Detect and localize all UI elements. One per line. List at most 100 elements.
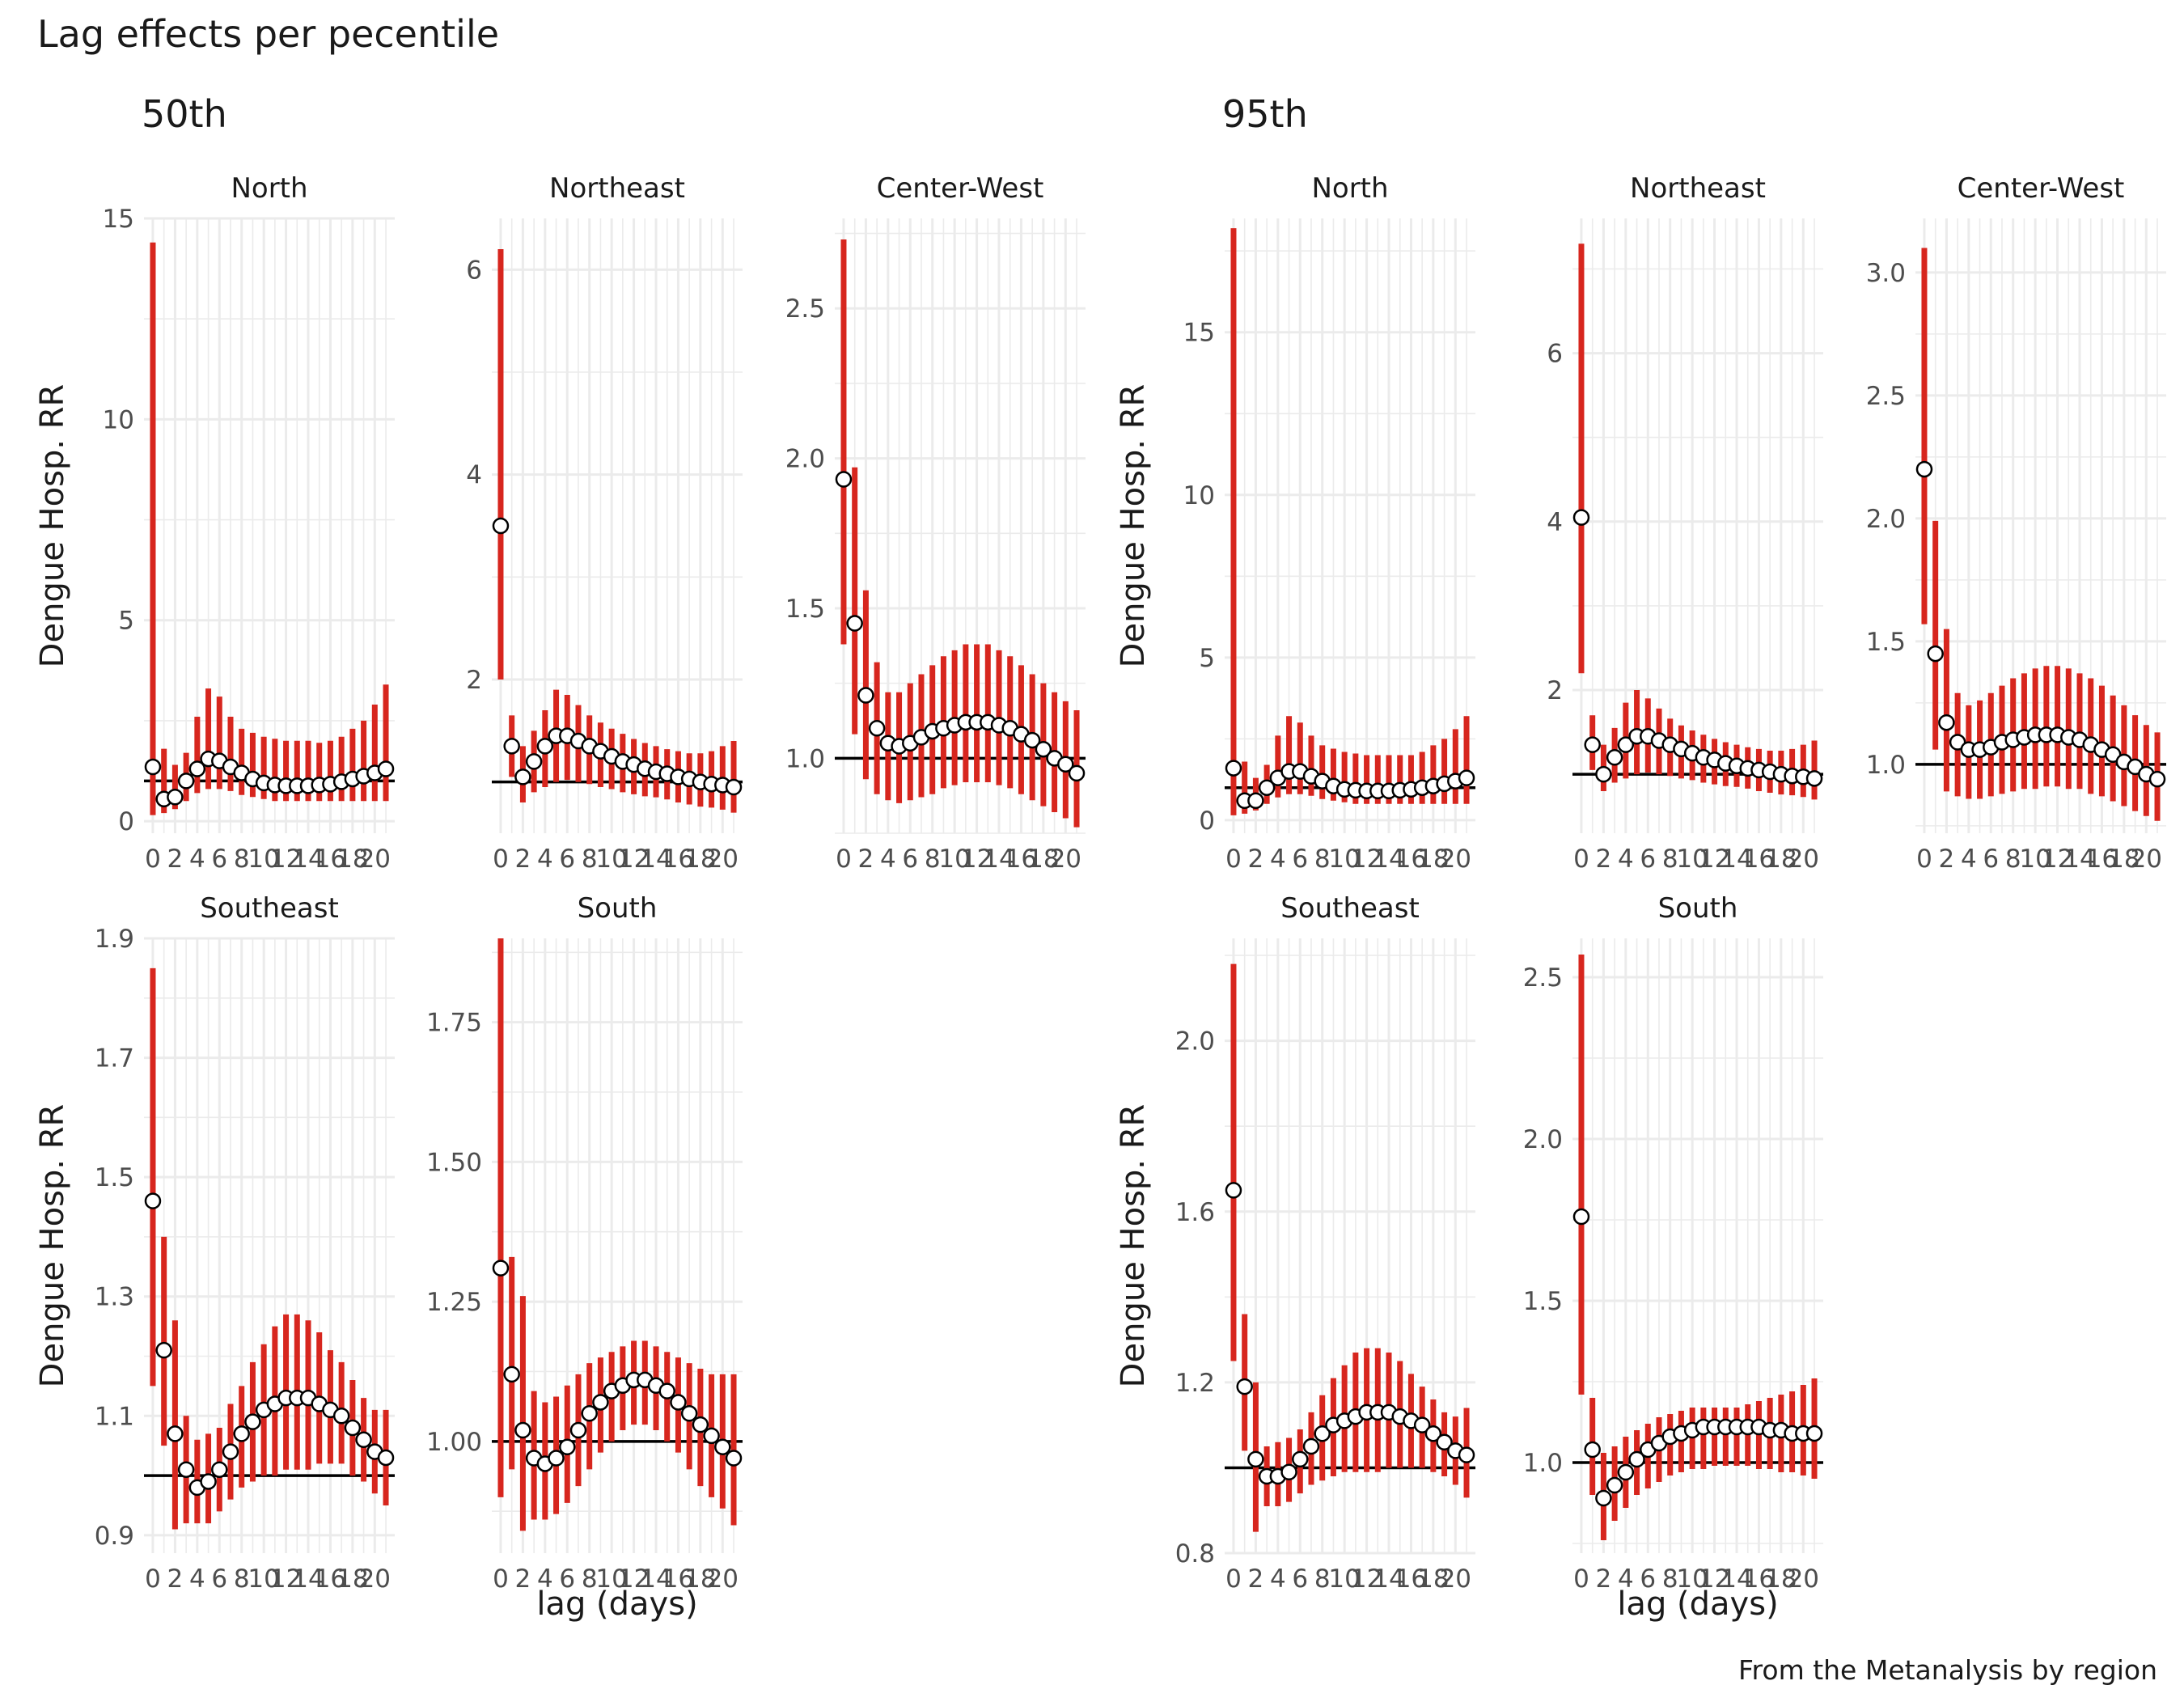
x-tick-label: 8 <box>234 1564 250 1594</box>
rr-point <box>725 778 743 796</box>
x-tick-label: 20 <box>359 845 391 874</box>
x-tick-label: 8 <box>1662 845 1678 874</box>
panel-title: Center-West <box>1958 172 2125 205</box>
rr-point <box>177 773 195 790</box>
rr-point <box>1458 769 1475 786</box>
rr-point <box>377 1449 395 1467</box>
y-tick-label: 4 <box>466 461 482 490</box>
x-tick-label: 12 <box>618 1564 650 1594</box>
x-tick-label: 0 <box>145 845 161 874</box>
x-tick-label: 14 <box>1721 1564 1752 1594</box>
x-tick-label: 0 <box>1573 845 1589 874</box>
rr-point <box>536 738 554 755</box>
rr-point <box>2104 746 2122 763</box>
x-tick-label: 12 <box>961 845 993 874</box>
y-tick-label: 15 <box>1183 319 1215 348</box>
rr-point <box>1247 1450 1264 1468</box>
rr-point <box>1280 1463 1297 1480</box>
x-tick-label: 4 <box>1618 845 1634 874</box>
rr-point <box>492 517 510 535</box>
figure-caption: From the Metanalysis by region <box>1738 1654 2157 1686</box>
rr-point <box>514 768 531 785</box>
y-tick-label: 6 <box>1547 340 1563 369</box>
y-tick-label: 1.25 <box>426 1288 482 1317</box>
x-tick-label: 12 <box>1699 1564 1730 1594</box>
x-tick-label: 10 <box>1328 1564 1360 1594</box>
y-axis-label: Dengue Hosp. RR <box>34 384 71 668</box>
y-axis-label: Dengue Hosp. RR <box>1115 384 1152 668</box>
rr-point <box>167 1425 184 1442</box>
rr-point <box>1413 1416 1431 1433</box>
y-tick-label: 0.8 <box>1175 1539 1215 1569</box>
x-tick-label: 12 <box>1351 845 1382 874</box>
x-tick-label: 2 <box>515 845 531 874</box>
rr-point <box>592 1394 609 1411</box>
rr-point <box>200 1473 217 1490</box>
x-tick-label: 14 <box>640 1564 671 1594</box>
y-tick-label: 5 <box>1199 644 1215 673</box>
rr-point <box>581 1405 598 1422</box>
x-tick-label: 6 <box>1292 845 1308 874</box>
y-tick-label: 4 <box>1547 508 1563 537</box>
rr-point <box>1584 1441 1601 1459</box>
x-tick-label: 16 <box>1005 845 1037 874</box>
rr-point <box>670 1394 687 1411</box>
y-tick-label: 1.6 <box>1175 1198 1215 1227</box>
panel-title: North <box>1311 172 1388 205</box>
x-tick-label: 4 <box>1270 845 1286 874</box>
y-tick-label: 15 <box>103 205 134 234</box>
x-tick-label: 2 <box>1248 1564 1264 1594</box>
rr-point <box>332 1408 350 1425</box>
rr-point <box>1628 1450 1645 1468</box>
x-tick-label: 14 <box>2063 845 2095 874</box>
rr-point <box>1949 734 1966 751</box>
x-tick-label: 2 <box>1596 1564 1612 1594</box>
x-tick-label: 16 <box>2086 845 2118 874</box>
y-tick-label: 1.75 <box>426 1009 482 1038</box>
rr-point <box>1572 509 1590 526</box>
rr-point <box>2148 770 2166 788</box>
rr-point <box>1458 1446 1475 1463</box>
x-tick-label: 12 <box>270 1564 302 1594</box>
rr-point <box>680 1405 698 1422</box>
y-tick-label: 10 <box>1183 481 1215 510</box>
x-tick-label: 8 <box>1662 1564 1678 1594</box>
y-tick-label: 2.0 <box>1523 1125 1563 1154</box>
y-tick-label: 1.0 <box>1866 751 1906 780</box>
x-tick-label: 6 <box>1292 1564 1308 1594</box>
x-tick-label: 8 <box>2005 845 2021 874</box>
x-tick-label: 12 <box>1351 1564 1382 1594</box>
panel-title: North <box>231 172 307 205</box>
x-tick-label: 4 <box>1961 845 1977 874</box>
rr-point <box>211 1461 228 1478</box>
rr-point <box>155 1341 172 1359</box>
rr-point <box>1938 713 1955 731</box>
y-tick-label: 1.0 <box>785 744 825 773</box>
rr-point <box>1584 736 1601 753</box>
group-title: 50th <box>142 92 227 136</box>
rr-point <box>1247 792 1264 810</box>
x-tick-label: 6 <box>559 1564 575 1594</box>
x-tick-label: 16 <box>1395 845 1427 874</box>
rr-point <box>177 1461 195 1478</box>
x-tick-label: 6 <box>902 845 918 874</box>
x-tick-label: 6 <box>559 845 575 874</box>
x-tick-label: 10 <box>248 1564 279 1594</box>
panel-southeast: Southeast 0.9 1.1 1.3 1.5 1.7 1.9 0 2 4 6 810121416… <box>95 892 395 1594</box>
y-tick-label: 1.9 <box>95 925 134 954</box>
y-tick-label: 1.00 <box>426 1428 482 1457</box>
rr-point <box>857 687 874 704</box>
rr-point <box>1436 1433 1453 1451</box>
y-tick-label: 0.9 <box>95 1522 134 1551</box>
y-tick-label: 1.50 <box>426 1148 482 1177</box>
x-tick-label: 4 <box>1270 1564 1286 1594</box>
x-tick-label: 18 <box>1417 845 1449 874</box>
x-tick-label: 10 <box>2019 845 2051 874</box>
rr-point <box>167 789 184 806</box>
y-tick-label: 1.2 <box>1175 1369 1215 1398</box>
rr-point <box>2127 758 2144 776</box>
rr-point <box>1225 1182 1242 1199</box>
